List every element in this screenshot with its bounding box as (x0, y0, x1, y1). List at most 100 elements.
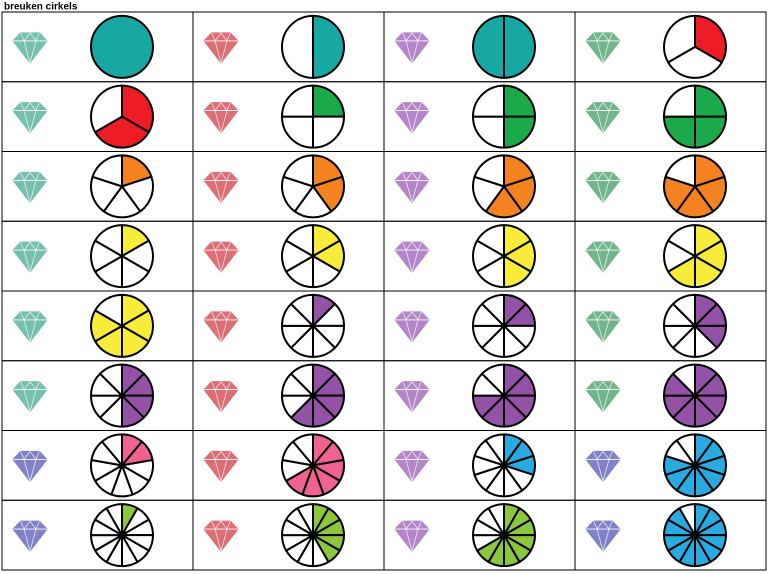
sector (94, 224, 123, 258)
gem (12, 381, 48, 414)
fraction-circle (663, 293, 727, 358)
fraction-circle (281, 84, 345, 149)
sector (503, 14, 536, 79)
gem (394, 381, 430, 414)
gem-lines (395, 102, 429, 135)
gem-body (585, 241, 621, 273)
gem-body (394, 450, 430, 483)
cell (192, 430, 385, 501)
sector (678, 503, 696, 537)
sector (481, 293, 505, 327)
sector (503, 115, 536, 149)
gem-body (394, 102, 430, 134)
fraction-circle (281, 293, 345, 358)
fraction-circle (663, 363, 727, 428)
gem-lines (204, 32, 238, 65)
gem-lines (13, 32, 47, 65)
cell (574, 430, 767, 501)
gem-lines (204, 311, 238, 344)
fraction-circle (90, 154, 154, 219)
sector (663, 115, 696, 149)
sector (487, 503, 505, 537)
sector (312, 14, 345, 79)
gem-lines (204, 520, 238, 553)
cell (192, 290, 385, 362)
fraction-circle (472, 293, 536, 358)
sector (281, 84, 314, 118)
cell (574, 81, 767, 152)
gem-body (12, 450, 48, 483)
cell (192, 220, 385, 292)
gem (394, 32, 430, 65)
gem-body (585, 381, 621, 413)
fraction-circle (90, 503, 154, 568)
sector (296, 503, 314, 537)
cell (574, 499, 767, 571)
fraction-circle (663, 433, 727, 498)
cell (1, 81, 194, 152)
cell (574, 360, 767, 431)
sector (667, 224, 696, 258)
cell (383, 360, 576, 431)
fraction-circle (472, 224, 536, 289)
gem-body (585, 520, 621, 552)
sector (312, 115, 345, 149)
gem-lines (204, 451, 238, 483)
gem (203, 520, 239, 553)
sector (503, 84, 536, 118)
fraction-circle (472, 433, 536, 498)
title: breuken cirkels (4, 2, 78, 13)
gem-body (394, 171, 430, 204)
gem-body (12, 32, 48, 64)
sector (312, 84, 345, 118)
gem-lines (13, 172, 47, 204)
gem-body (585, 32, 621, 64)
gem-lines (13, 451, 47, 483)
gem-body (203, 520, 239, 552)
sector (663, 14, 696, 64)
cell (192, 360, 385, 431)
gem-lines (395, 451, 429, 483)
sector (473, 154, 505, 188)
fraction-circle (281, 14, 345, 79)
gem (12, 32, 48, 65)
sector (290, 363, 314, 397)
cell (574, 11, 767, 83)
gem (585, 102, 621, 135)
fraction-circle (472, 154, 536, 219)
sector (472, 84, 505, 118)
sector (290, 293, 314, 327)
gem (585, 520, 621, 553)
gem-body (394, 381, 430, 413)
gem (203, 241, 239, 274)
cell (192, 499, 385, 571)
gem (394, 241, 430, 274)
cell (383, 499, 576, 571)
fraction-circle (663, 84, 727, 149)
gem-body (394, 241, 430, 273)
cell (383, 290, 576, 362)
gem-body (394, 520, 430, 552)
gem (12, 311, 48, 344)
sector (91, 154, 123, 188)
sector (664, 154, 696, 188)
gem-body (394, 311, 430, 343)
gem (203, 32, 239, 65)
sector (281, 115, 314, 149)
gem-body (12, 241, 48, 273)
fraction-circle (663, 224, 727, 289)
gem (585, 311, 621, 344)
gem-lines (204, 241, 238, 274)
sector (282, 154, 314, 188)
sector (285, 224, 314, 258)
cell (574, 290, 767, 362)
gem (12, 171, 48, 204)
cell (574, 220, 767, 292)
gem-lines (586, 381, 620, 414)
fraction-circle (281, 433, 345, 498)
gem (12, 520, 48, 553)
gem-lines (395, 381, 429, 414)
gem-lines (586, 241, 620, 274)
fraction-circle (281, 154, 345, 219)
